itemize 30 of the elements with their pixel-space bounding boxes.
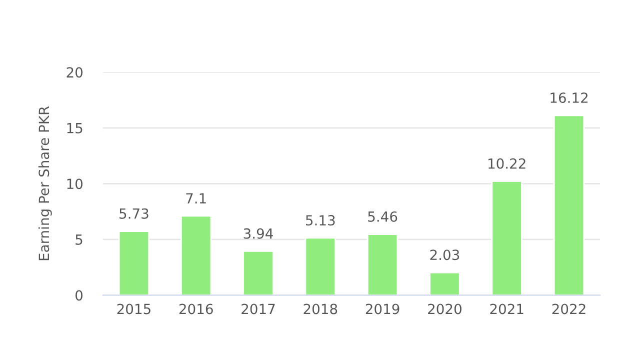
data-label: 5.13 [306, 215, 335, 226]
data-label: 5.46 [368, 211, 398, 222]
bar [429, 272, 460, 296]
x-tick-label: 2015 [117, 304, 150, 314]
bar [304, 237, 336, 296]
x-tick-label: 2020 [428, 304, 462, 314]
bar [118, 230, 150, 296]
data-label: 3.94 [244, 228, 273, 239]
data-label: 7.1 [186, 193, 206, 204]
x-tick-label: 2017 [242, 304, 275, 314]
y-tick-label: 10 [67, 178, 83, 190]
data-label: 5.73 [120, 208, 148, 219]
x-tick-label: 2021 [490, 304, 524, 314]
data-label: 16.12 [550, 92, 588, 104]
y-tick-label: 5 [76, 234, 82, 245]
bar [366, 234, 398, 296]
y-axis-title: Earning Per Share PKR [38, 106, 52, 260]
data-label: 10.22 [488, 158, 526, 169]
bar [553, 114, 585, 296]
x-tick-label: 2022 [552, 304, 586, 314]
data-label: 2.03 [430, 250, 460, 260]
x-tick-label: 2018 [304, 304, 338, 314]
y-tick-label: 15 [67, 123, 82, 134]
y-tick-label: 20 [66, 67, 83, 78]
x-tick-label: 2016 [179, 304, 213, 314]
bar [491, 180, 522, 296]
bar [180, 215, 212, 296]
y-tick-label: 0 [76, 290, 83, 301]
bar [242, 250, 274, 296]
x-tick-label: 2019 [366, 304, 400, 314]
